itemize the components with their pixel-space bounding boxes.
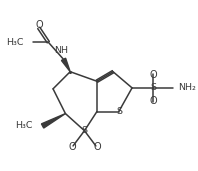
- Polygon shape: [61, 58, 70, 72]
- Text: O: O: [149, 70, 157, 80]
- Text: O: O: [93, 142, 101, 152]
- Text: S: S: [81, 126, 88, 135]
- Text: NH: NH: [54, 46, 68, 55]
- Text: H₃C: H₃C: [16, 121, 33, 130]
- Text: S: S: [150, 83, 156, 92]
- Text: S: S: [117, 107, 123, 116]
- Text: O: O: [149, 96, 157, 106]
- Text: O: O: [36, 20, 44, 30]
- Text: O: O: [68, 142, 76, 152]
- Text: NH₂: NH₂: [178, 83, 196, 92]
- Text: H₃C: H₃C: [6, 38, 24, 47]
- Polygon shape: [41, 114, 65, 128]
